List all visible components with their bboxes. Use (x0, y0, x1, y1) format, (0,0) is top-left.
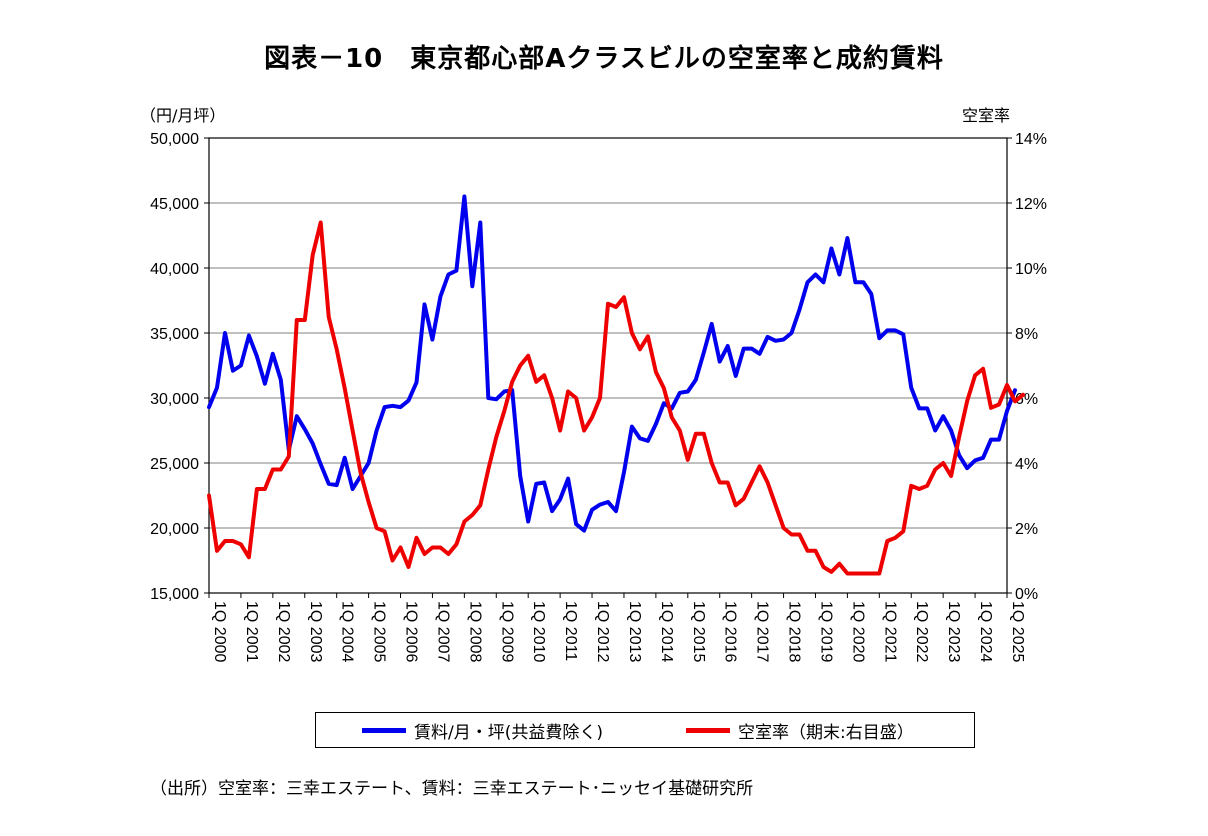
left-tick-label: 25,000 (150, 456, 199, 473)
x-tick-label: 1Q 2015 (690, 601, 707, 662)
x-tick-label: 1Q 2022 (913, 601, 930, 662)
x-tick-label: 1Q 2024 (977, 601, 994, 662)
legend-swatch-vacancy (686, 727, 730, 733)
grid-lines (209, 202, 1007, 529)
left-tick-label: 50,000 (150, 131, 199, 148)
x-tick-label: 1Q 2016 (722, 601, 739, 662)
x-tick-label: 1Q 2019 (817, 601, 834, 662)
series-group (207, 194, 1025, 576)
x-tick-label: 1Q 2023 (945, 601, 962, 662)
legend-label-vacancy: 空室率（期末:右目盛） (738, 722, 914, 743)
source-note: （出所）空室率：三幸エステート、賃料：三幸エステート･ニッセイ基礎研究所 (150, 779, 754, 799)
x-tick-label: 1Q 2012 (594, 601, 611, 662)
right-tick-label: 12% (1015, 196, 1047, 213)
series-line-rent (207, 194, 1017, 533)
right-tick-label: 8% (1015, 326, 1038, 343)
right-tick-label: 2% (1015, 521, 1038, 538)
x-tick-label: 1Q 2011 (562, 601, 579, 661)
x-tick-label: 1Q 2021 (881, 601, 898, 662)
left-tick-label: 35,000 (150, 326, 199, 343)
left-tick-label: 40,000 (150, 261, 199, 278)
x-tick-label: 1Q 2000 (211, 601, 228, 662)
x-tick-label: 1Q 2003 (307, 601, 324, 662)
x-axis: 1Q 2000 1Q 2001 1Q 2002 1Q 2003 1Q 2004 1Q 20… (208, 593, 1026, 662)
x-tick-label: 1Q 2025 (1009, 601, 1026, 662)
x-tick-label: 1Q 2014 (658, 601, 675, 662)
left-y-axis: 15,000 20,000 25,000 30,000 35,000 40,000 45,0… (150, 131, 209, 603)
legend-item-rent: 賃料/月・坪(共益費除く) (362, 713, 603, 747)
x-tick-label: 1Q 2004 (339, 601, 356, 662)
x-tick-label: 1Q 2006 (403, 601, 420, 662)
chart-title: 図表－10 東京都心部Aクラスビルの空室率と成約賃料 (264, 44, 944, 74)
legend-item-vacancy: 空室率（期末:右目盛） (686, 713, 914, 747)
x-tick-label: 1Q 2007 (434, 601, 451, 662)
left-axis-unit: （円/月坪） (140, 106, 226, 125)
x-tick-label: 1Q 2009 (498, 601, 515, 662)
x-tick-label: 1Q 2018 (786, 601, 803, 662)
plot-area (208, 137, 1008, 594)
left-tick-label: 30,000 (150, 391, 199, 408)
right-tick-label: 4% (1015, 456, 1038, 473)
legend-label-rent: 賃料/月・坪(共益費除く) (414, 722, 603, 743)
right-axis-unit: 空室率 (962, 106, 1011, 125)
left-tick-label: 20,000 (150, 521, 199, 538)
legend-swatch-rent (362, 727, 406, 733)
right-tick-label: 10% (1015, 261, 1047, 278)
x-tick-label: 1Q 2005 (371, 601, 388, 662)
x-tick-label: 1Q 2001 (243, 601, 260, 662)
x-tick-label: 1Q 2010 (530, 601, 547, 662)
left-tick-label: 45,000 (150, 196, 199, 213)
x-tick-label: 1Q 2013 (626, 601, 643, 662)
x-tick-label: 1Q 2002 (275, 601, 292, 662)
right-tick-label: 0% (1015, 586, 1038, 603)
x-tick-label: 1Q 2017 (754, 601, 771, 662)
x-tick-label: 1Q 2008 (466, 601, 483, 662)
series-line-vacancy (207, 220, 1025, 576)
x-tick-label: 1Q 2020 (849, 601, 866, 662)
right-tick-label: 14% (1015, 131, 1047, 148)
right-y-axis: 0%2%4%6%8%10%12%14% (1007, 131, 1047, 603)
legend: 賃料/月・坪(共益費除く) 空室率（期末:右目盛） (315, 712, 975, 748)
left-tick-label: 15,000 (150, 586, 199, 603)
